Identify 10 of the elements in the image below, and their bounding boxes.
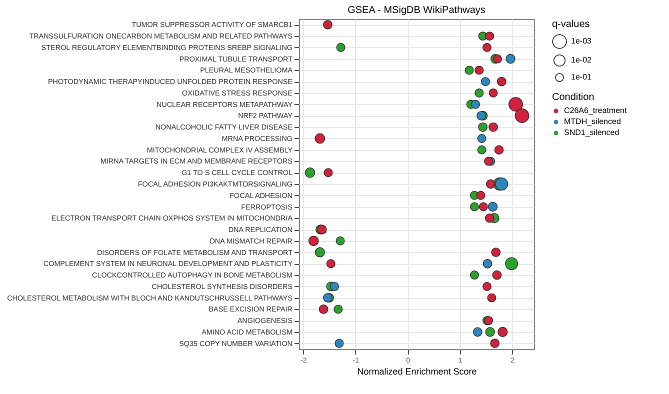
x-axis-title: Normalized Enrichment Score	[357, 366, 477, 376]
legend-label: C26A6_treatment	[564, 106, 628, 115]
legend-label: SND1_silenced	[564, 128, 620, 137]
legend-label: 1e-02	[571, 56, 592, 64]
legend-label: MTDH_silenced	[564, 117, 621, 126]
legend-label: 1e-01	[571, 72, 592, 82]
chart-title: GSEA - MSigDB WikiPathways	[348, 5, 486, 16]
legend-title: Condition	[552, 92, 594, 103]
text: q-values	[552, 19, 590, 30]
legend-label: 1e-03	[571, 36, 592, 46]
